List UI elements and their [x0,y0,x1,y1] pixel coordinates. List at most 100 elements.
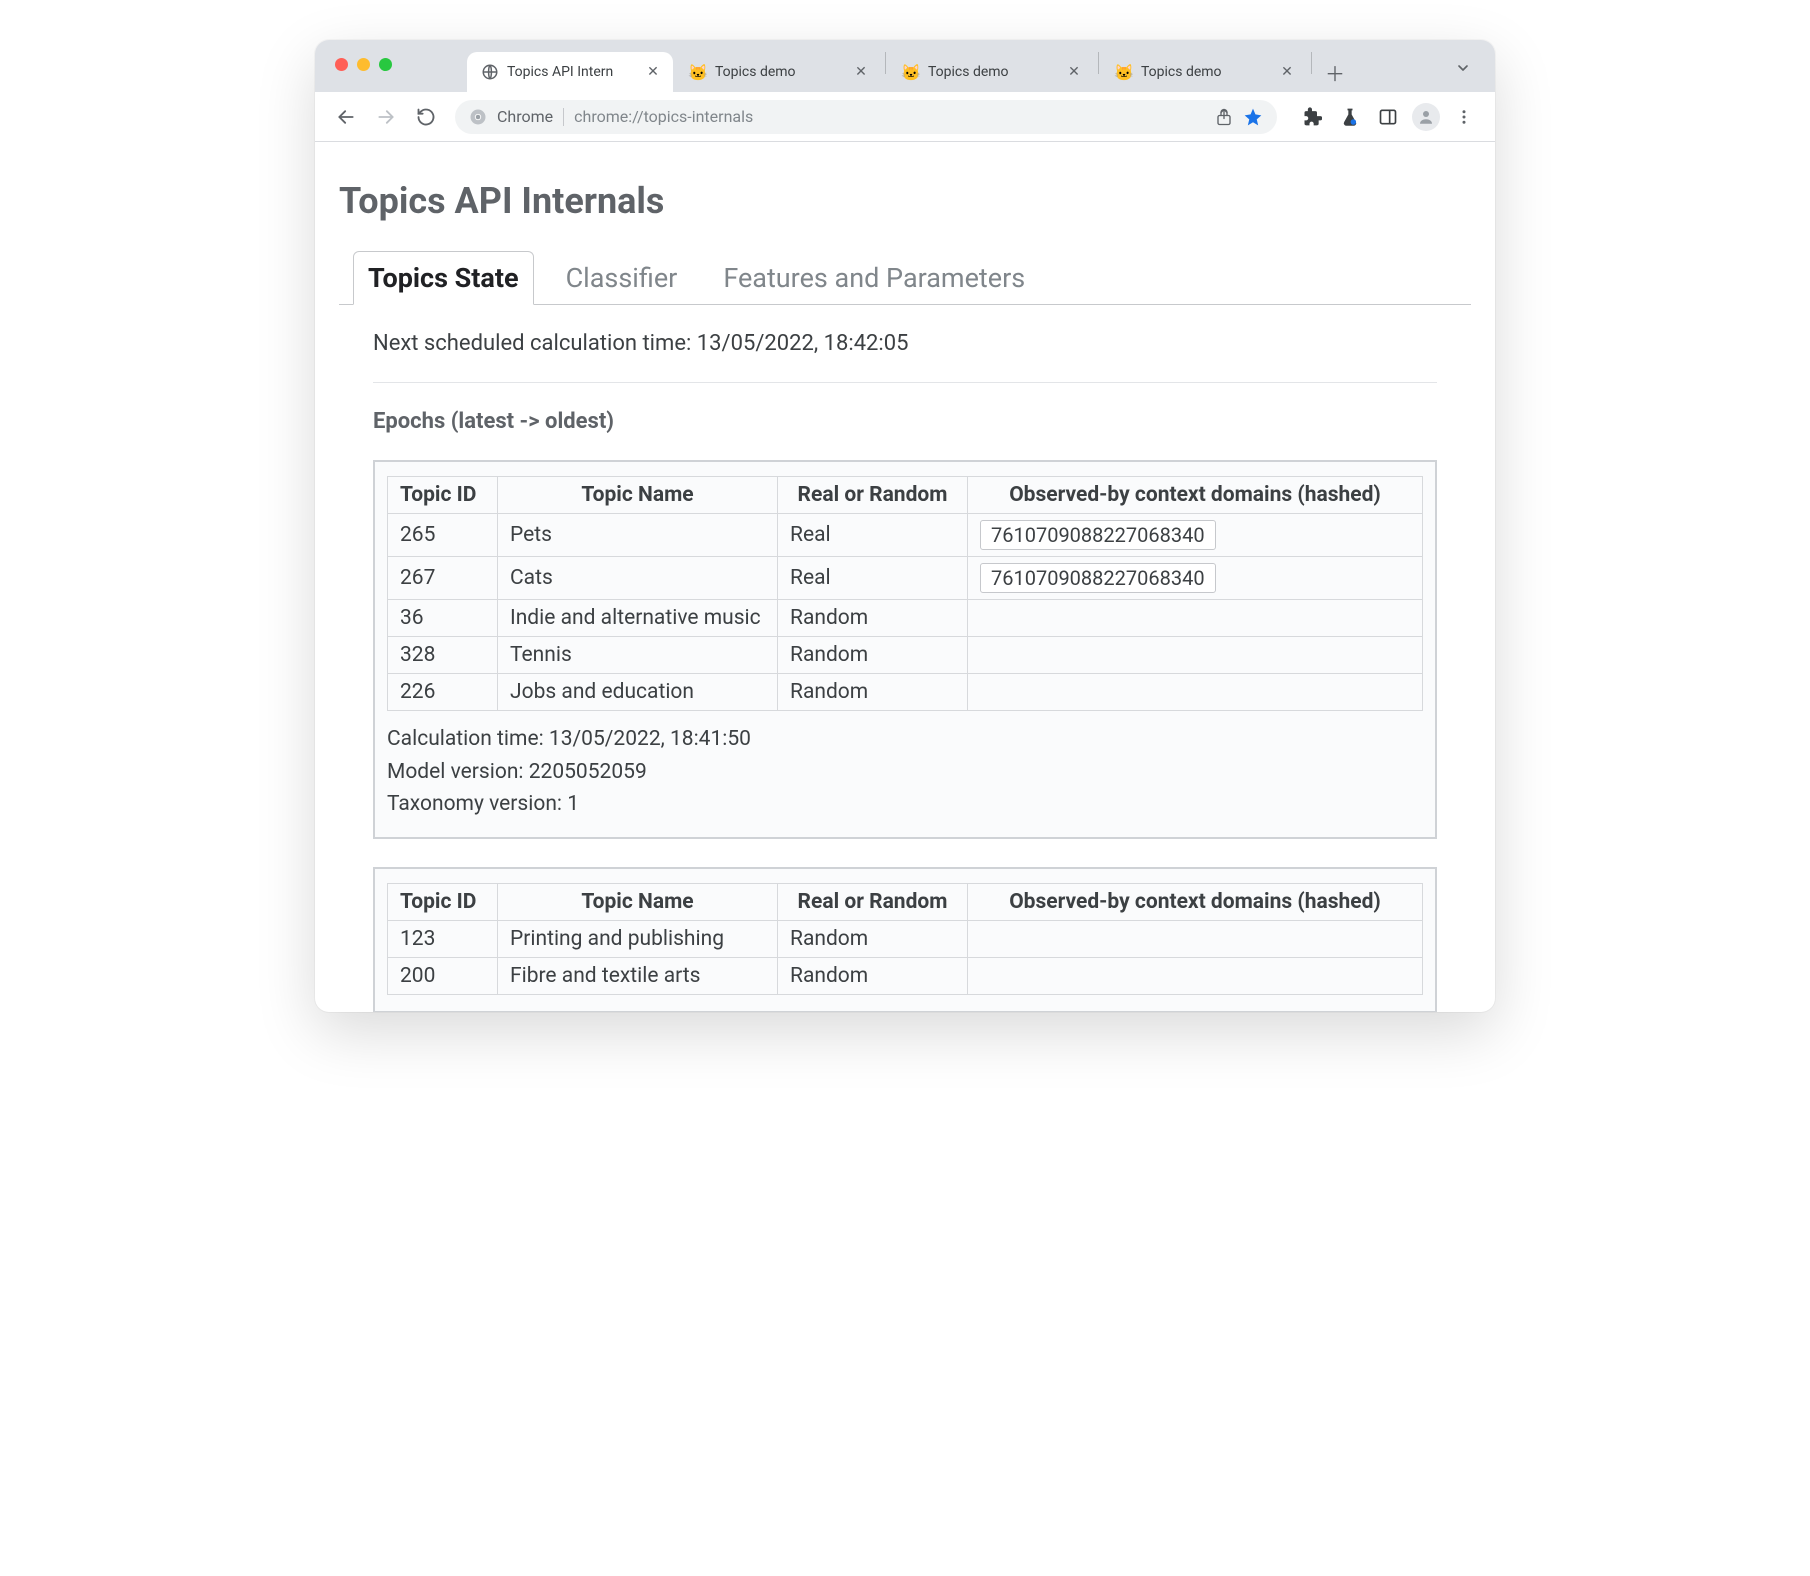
browser-tab[interactable]: 🐱 Topics demo ✕ [888,52,1094,92]
side-panel-icon[interactable] [1371,100,1405,134]
cell-observed-domains: 7610709088227068340 [968,514,1423,557]
share-icon[interactable] [1215,108,1233,126]
cell-topic-id: 267 [388,557,498,600]
tab-close-icon[interactable]: ✕ [853,64,869,80]
model-version-label: Model version: [387,760,529,784]
cell-topic-name: Cats [498,557,778,600]
table-row: 265 Pets Real 7610709088227068340 [388,514,1423,557]
window-maximize-button[interactable] [379,58,392,71]
profile-avatar[interactable] [1409,100,1443,134]
tab-separator [1311,52,1312,74]
cell-topic-id: 226 [388,674,498,711]
cell-topic-name: Printing and publishing [498,920,778,957]
tab-close-icon[interactable]: ✕ [645,64,661,80]
col-topic-name: Topic Name [498,883,778,920]
next-calc-line: Next scheduled calculation time: 13/05/2… [373,331,1437,356]
tab-close-icon[interactable]: ✕ [1066,64,1082,80]
table-header-row: Topic ID Topic Name Real or Random Obser… [388,883,1423,920]
col-real-or-random: Real or Random [778,477,968,514]
cell-topic-id: 328 [388,637,498,674]
col-real-or-random: Real or Random [778,883,968,920]
cell-real-or-random: Random [778,637,968,674]
browser-window: Topics API Intern ✕ 🐱 Topics demo ✕ 🐱 To… [315,40,1495,1012]
cell-topic-id: 123 [388,920,498,957]
avatar-icon [1412,103,1440,131]
tab-separator [885,52,886,74]
forward-button[interactable] [369,100,403,134]
divider [373,382,1437,383]
tab-features-parameters[interactable]: Features and Parameters [709,252,1039,304]
cell-observed-domains: 7610709088227068340 [968,557,1423,600]
taxonomy-version-line: Taxonomy version: 1 [387,788,1423,821]
tab-topics-state[interactable]: Topics State [353,251,534,305]
col-topic-id: Topic ID [388,883,498,920]
window-close-button[interactable] [335,58,348,71]
cell-topic-name: Pets [498,514,778,557]
back-button[interactable] [329,100,363,134]
tab-classifier[interactable]: Classifier [552,252,692,304]
tab-strip: Topics API Intern ✕ 🐱 Topics demo ✕ 🐱 To… [467,40,1350,92]
omnibox-separator [563,108,564,126]
address-bar[interactable]: Chrome chrome://topics-internals [455,100,1277,134]
calc-time-label: Calculation time: [387,727,549,751]
epoch-meta: Calculation time: 13/05/2022, 18:41:50 M… [387,723,1423,821]
table-header-row: Topic ID Topic Name Real or Random Obser… [388,477,1423,514]
bookmark-star-icon[interactable] [1243,107,1263,127]
tab-overflow-button[interactable] [1449,54,1477,82]
table-row: 267 Cats Real 7610709088227068340 [388,557,1423,600]
browser-tab[interactable]: 🐱 Topics demo ✕ [675,52,881,92]
table-row: 200 Fibre and textile arts Random [388,957,1423,994]
col-topic-name: Topic Name [498,477,778,514]
cell-topic-name: Fibre and textile arts [498,957,778,994]
reload-button[interactable] [409,100,443,134]
hash-chip: 7610709088227068340 [980,563,1216,593]
epoch-box: Topic ID Topic Name Real or Random Obser… [373,867,1437,1012]
tab-separator [1098,52,1099,74]
window-minimize-button[interactable] [357,58,370,71]
cell-real-or-random: Random [778,600,968,637]
tab-title: Topics API Intern [507,64,637,80]
cell-topic-name: Tennis [498,637,778,674]
cell-observed-domains [968,957,1423,994]
globe-icon [481,63,499,81]
cell-observed-domains [968,920,1423,957]
col-topic-id: Topic ID [388,477,498,514]
toolbar-actions [1295,100,1481,134]
epoch-box: Topic ID Topic Name Real or Random Obser… [373,460,1437,839]
tab-title: Topics demo [1141,64,1271,80]
content-tabs: Topics State Classifier Features and Par… [339,250,1471,305]
tab-close-icon[interactable]: ✕ [1279,64,1295,80]
cell-real-or-random: Random [778,674,968,711]
tab-panel-topics-state: Next scheduled calculation time: 13/05/2… [339,305,1471,1012]
col-observed-domains: Observed-by context domains (hashed) [968,477,1423,514]
table-row: 36 Indie and alternative music Random [388,600,1423,637]
url-text: chrome://topics-internals [574,107,1205,126]
model-version-line: Model version: 2205052059 [387,756,1423,789]
browser-tab[interactable]: 🐱 Topics demo ✕ [1101,52,1307,92]
tab-title: Topics demo [928,64,1058,80]
extensions-icon[interactable] [1295,100,1329,134]
cat-icon: 🐱 [689,63,707,81]
calc-time-line: Calculation time: 13/05/2022, 18:41:50 [387,723,1423,756]
next-calc-label: Next scheduled calculation time: [373,331,697,356]
table-row: 226 Jobs and education Random [388,674,1423,711]
topics-table: Topic ID Topic Name Real or Random Obser… [387,476,1423,711]
cell-topic-id: 265 [388,514,498,557]
browser-tab-active[interactable]: Topics API Intern ✕ [467,52,673,92]
topics-table: Topic ID Topic Name Real or Random Obser… [387,883,1423,995]
next-calc-time: 13/05/2022, 18:42:05 [697,331,909,356]
page-content: Topics API Internals Topics State Classi… [315,142,1495,1012]
cell-real-or-random: Real [778,514,968,557]
toolbar: Chrome chrome://topics-internals [315,92,1495,142]
labs-icon[interactable] [1333,100,1367,134]
table-row: 328 Tennis Random [388,637,1423,674]
new-tab-button[interactable]: ＋ [1320,57,1350,87]
cell-observed-domains [968,600,1423,637]
col-observed-domains: Observed-by context domains (hashed) [968,883,1423,920]
cat-icon: 🐱 [902,63,920,81]
cell-topic-name: Indie and alternative music [498,600,778,637]
page-title: Topics API Internals [339,180,1471,222]
model-version-value: 2205052059 [529,760,647,784]
menu-button[interactable] [1447,100,1481,134]
chrome-icon [469,108,487,126]
